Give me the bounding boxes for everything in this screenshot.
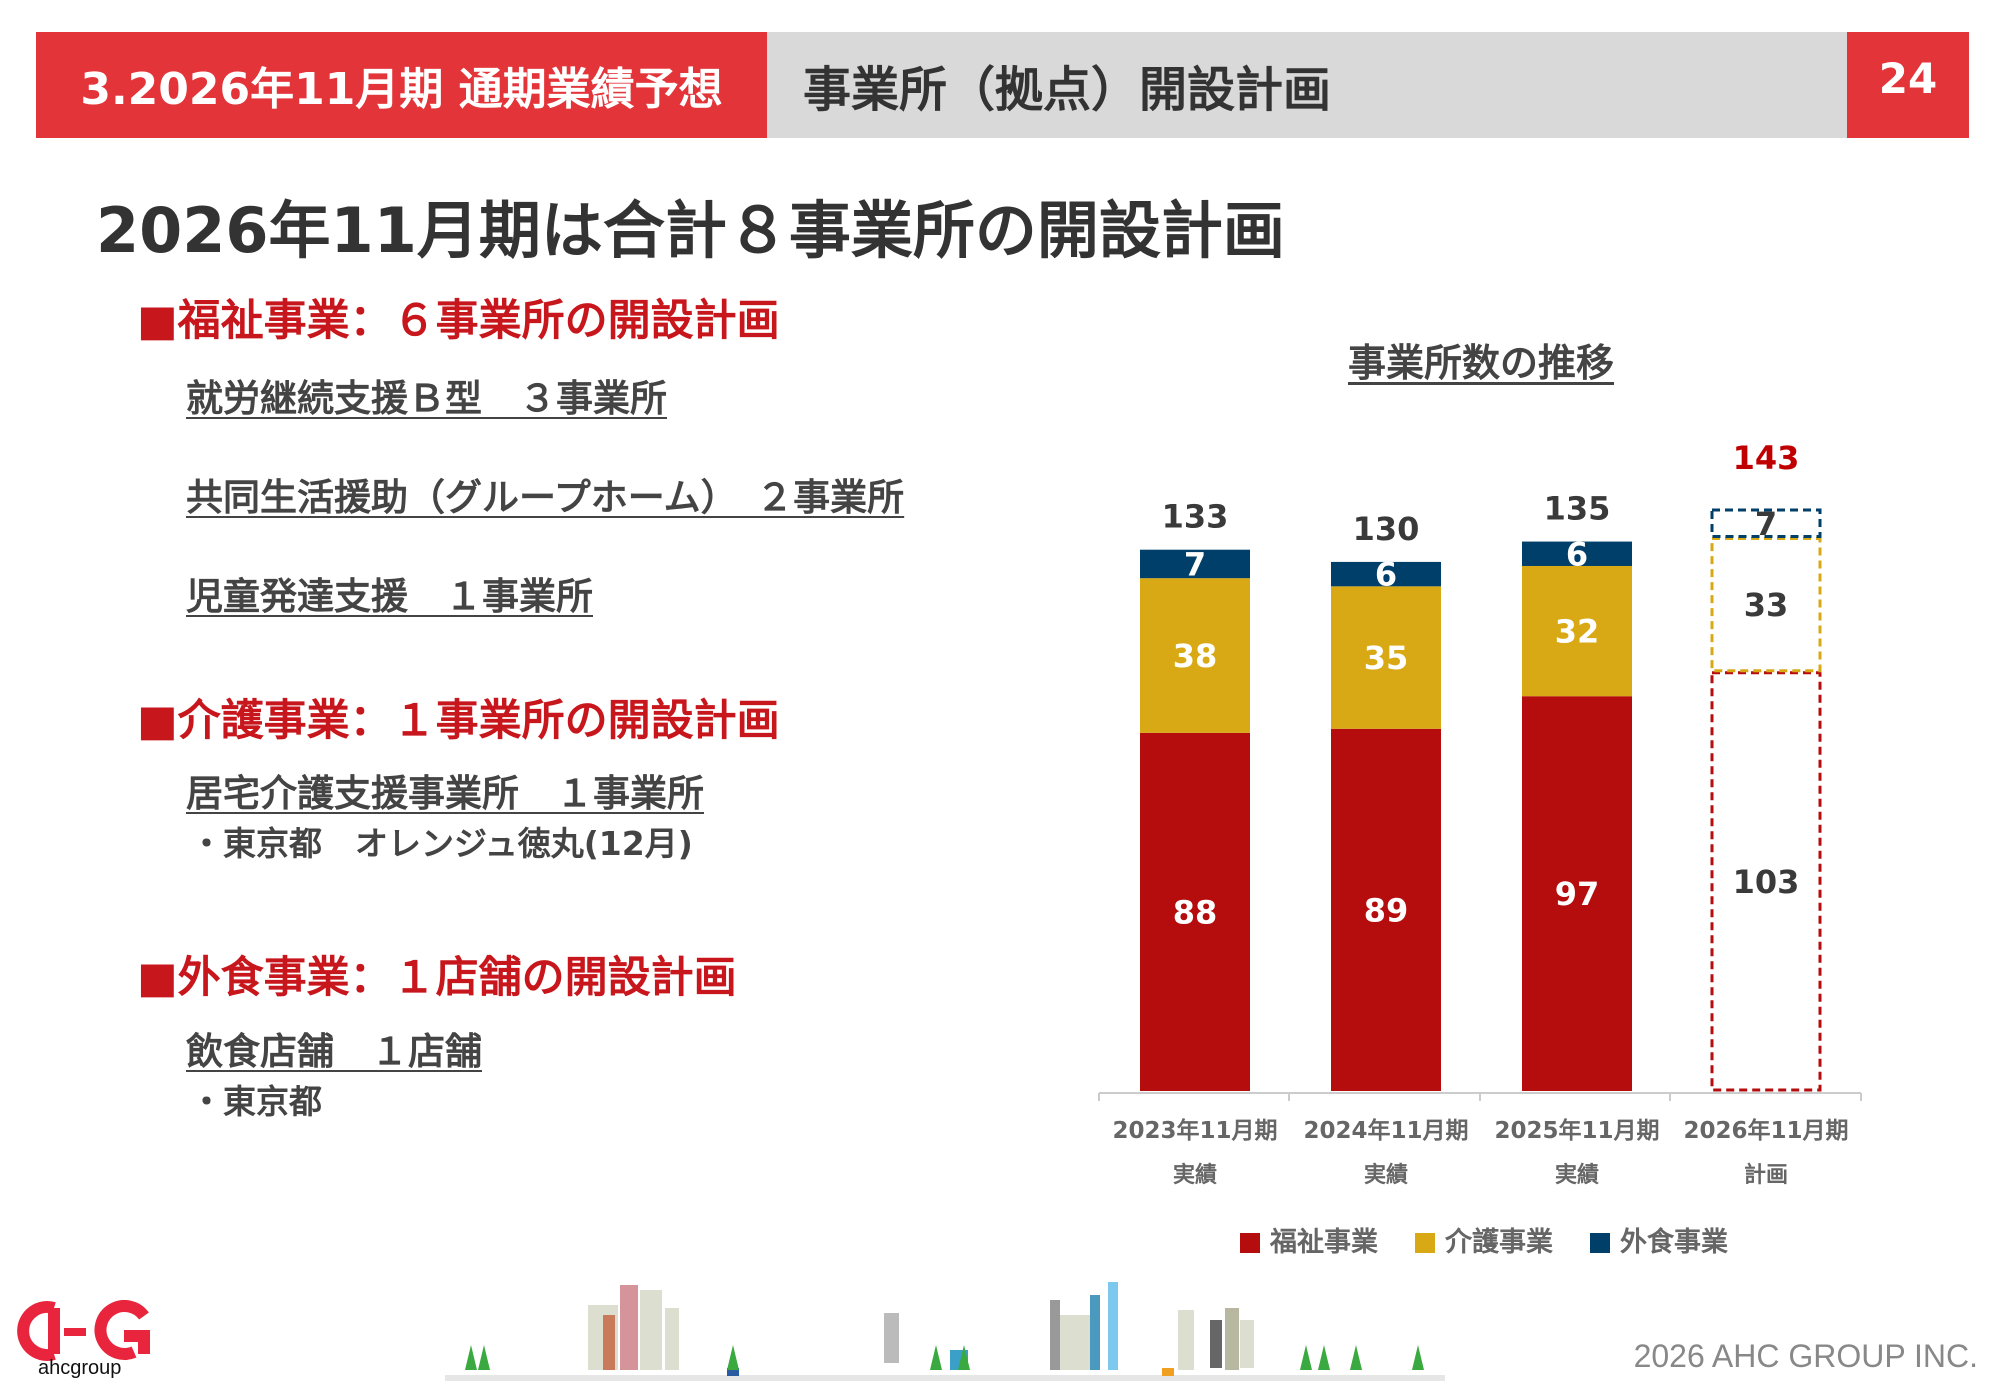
bar-segment-0 <box>1140 732 1250 1091</box>
bar-segment-planned-2 <box>1710 508 1822 538</box>
category-sublabel: 実績 <box>1173 1162 1217 1188</box>
list-item: 居宅介護支援事業所 １事業所 <box>186 772 704 815</box>
legend-swatch-0 <box>1240 1233 1260 1253</box>
list-note: ・東京都 <box>190 1082 322 1121</box>
data-label: 38 <box>1173 637 1218 675</box>
bar-segment-1 <box>1522 565 1632 697</box>
copyright: 2026 AHC GROUP INC. <box>1633 1338 1978 1374</box>
bar-segment-0 <box>1522 696 1632 1091</box>
list-note: ・東京都 オレンジュ徳丸(12月) <box>190 824 693 863</box>
list-item: 児童発達支援 １事業所 <box>186 575 593 618</box>
bar-segment-1 <box>1331 586 1441 729</box>
page-title: 2026年11月期は合計８事業所の開設計画 <box>96 194 1285 267</box>
data-label: 89 <box>1364 891 1409 929</box>
data-label: 88 <box>1173 893 1218 931</box>
category-label: 2024年11月期 <box>1303 1117 1468 1144</box>
city-skyline-illustration <box>445 1282 1445 1381</box>
bar-segment-2 <box>1140 549 1250 579</box>
ahc-logo <box>17 1300 150 1361</box>
logo-text: ahcgroup <box>38 1357 122 1379</box>
category-sublabel: 実績 <box>1364 1162 1408 1188</box>
data-label: 7 <box>1184 545 1206 583</box>
food-heading: ■外食事業：１店舗の開設計画 <box>137 953 737 1003</box>
bar-segment-planned-0 <box>1710 671 1822 1092</box>
care-heading: ■介護事業：１事業所の開設計画 <box>137 696 780 746</box>
data-label: 35 <box>1364 639 1409 677</box>
data-label: 97 <box>1555 875 1600 913</box>
page-number: 24 <box>1847 32 1969 138</box>
legend-swatch-1 <box>1415 1233 1435 1253</box>
data-label: 6 <box>1375 556 1397 594</box>
legend-label: 外食事業 <box>1620 1226 1728 1258</box>
bar-segment-1 <box>1140 578 1250 733</box>
data-label: 7 <box>1755 505 1777 543</box>
total-label: 135 <box>1544 490 1611 528</box>
total-label: 133 <box>1162 498 1229 536</box>
bar-segment-planned-1 <box>1710 536 1822 673</box>
section-header: 3.2026年11月期 通期業績予想 <box>36 32 767 138</box>
data-label: 32 <box>1555 613 1600 651</box>
total-label: 143 <box>1733 439 1800 477</box>
category-sublabel: 実績 <box>1555 1162 1599 1188</box>
legend-label: 福祉事業 <box>1269 1227 1378 1258</box>
list-item: 共同生活援助（グループホーム） ２事業所 <box>186 476 905 519</box>
category-label: 2023年11月期 <box>1112 1117 1277 1144</box>
slide-header-title: 事業所（拠点）開設計画 <box>767 32 1847 138</box>
bar-segment-0 <box>1331 728 1441 1091</box>
category-sublabel: 計画 <box>1744 1162 1788 1188</box>
legend-label: 介護事業 <box>1444 1226 1553 1258</box>
category-label: 2025年11月期 <box>1494 1117 1659 1144</box>
list-item: 就労継続支援Ｂ型 ３事業所 <box>186 377 667 420</box>
total-label: 130 <box>1353 510 1420 548</box>
bar-segment-2 <box>1522 541 1632 566</box>
bar-segment-2 <box>1331 561 1441 587</box>
legend-swatch-2 <box>1590 1233 1610 1253</box>
list-item: 飲食店舗 １店舗 <box>186 1030 482 1073</box>
data-label: 33 <box>1744 586 1789 624</box>
data-label: 103 <box>1733 863 1800 901</box>
category-label: 2026年11月期 <box>1683 1117 1848 1144</box>
data-label: 6 <box>1566 535 1588 573</box>
welfare-heading: ■福祉事業：６事業所の開設計画 <box>137 296 780 346</box>
chart-title: 事業所数の推移 <box>1347 341 1614 385</box>
